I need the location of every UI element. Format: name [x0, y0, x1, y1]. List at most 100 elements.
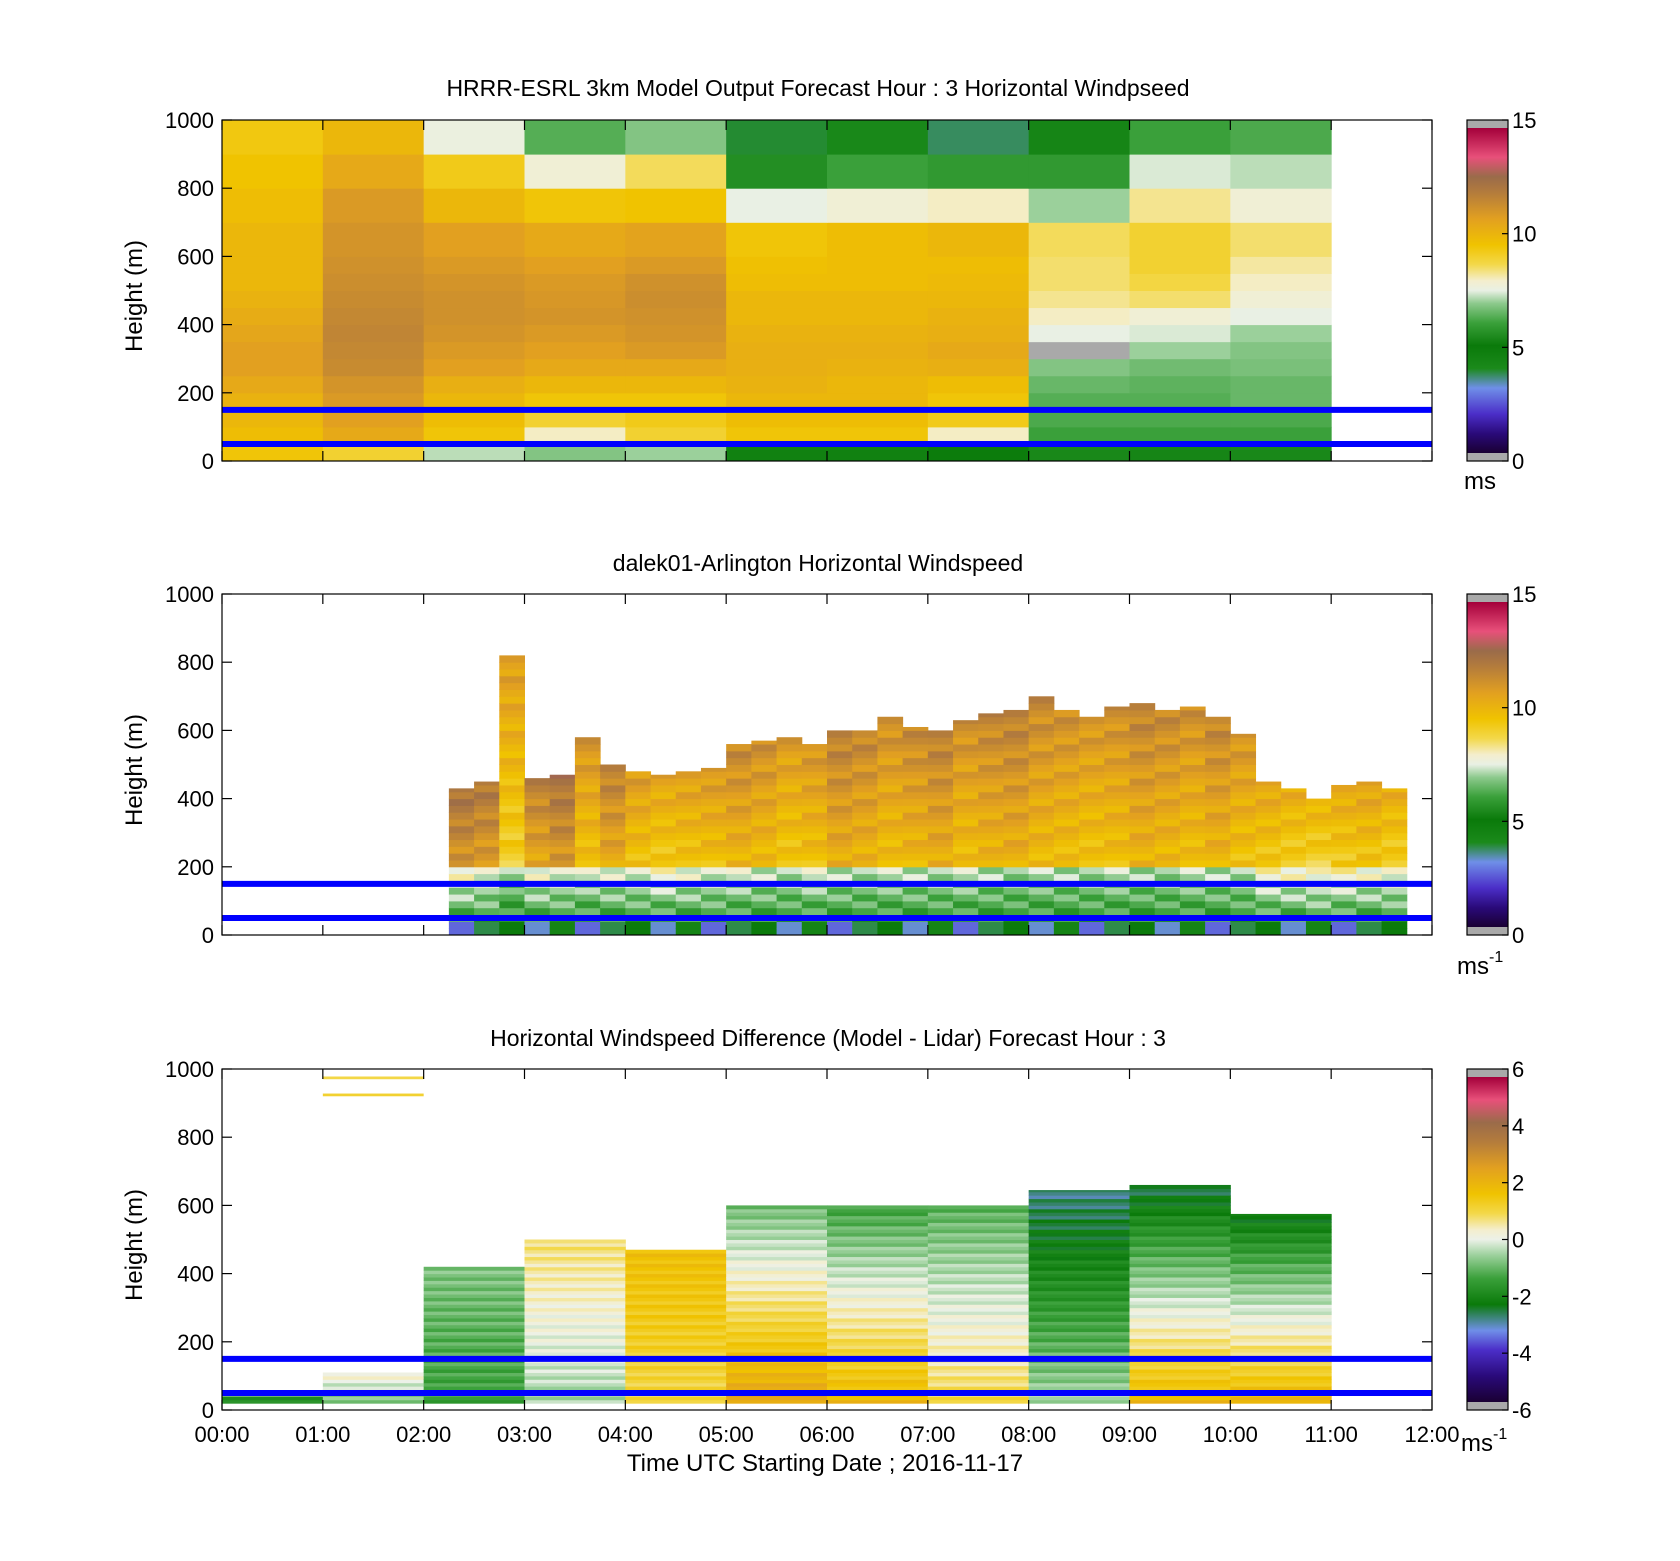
heatmap-cell — [1179, 784, 1206, 793]
heatmap-cell — [675, 784, 702, 793]
heatmap-cell — [423, 375, 525, 394]
heatmap-cell — [1053, 744, 1080, 752]
difference-x-ticks: 00:00 01:00 02:00 03:00 04:00 05:00 06:00 07:00… — [194, 1069, 1460, 1447]
heatmap-cell — [827, 1208, 929, 1213]
heatmap-cell — [423, 1362, 525, 1367]
y-tick-label: 600 — [177, 244, 214, 269]
heatmap-cell — [1053, 771, 1080, 779]
heatmap-cell — [1205, 853, 1231, 861]
heatmap-cell — [1381, 853, 1408, 861]
heatmap-cell — [1230, 1294, 1332, 1298]
heatmap-cell — [1255, 900, 1282, 909]
heatmap-cell — [1154, 709, 1181, 718]
heatmap-cell — [322, 1093, 424, 1097]
heatmap-cell — [625, 866, 652, 875]
heatmap-cell — [877, 839, 904, 847]
heatmap-cell — [1028, 426, 1130, 445]
heatmap-cell — [423, 1375, 525, 1380]
heatmap-cell — [726, 928, 752, 936]
heatmap-cell — [1230, 1375, 1332, 1380]
heatmap-cell — [1280, 805, 1307, 813]
heatmap-cell — [827, 443, 929, 462]
heatmap-cell — [1129, 921, 1156, 929]
heatmap-cell — [927, 1328, 1030, 1333]
heatmap-cell — [827, 839, 853, 847]
heatmap-cell — [877, 784, 904, 793]
heatmap-cell — [927, 859, 954, 868]
lidar-panel: dalek01-Arlington Horizontal Windspeed H… — [121, 550, 1536, 980]
heatmap-cell — [1053, 791, 1080, 800]
heatmap-cell — [726, 188, 828, 223]
heatmap-cell — [1205, 928, 1231, 936]
heatmap-cell — [524, 928, 551, 936]
heatmap-cell — [1230, 771, 1257, 779]
heatmap-cell — [524, 1294, 626, 1298]
heatmap-cell — [1305, 921, 1332, 929]
heatmap-cell — [953, 839, 979, 847]
heatmap-cell — [1028, 716, 1055, 725]
heatmap-cell — [1179, 846, 1206, 854]
heatmap-cell — [827, 866, 853, 875]
heatmap-cell — [1028, 443, 1130, 462]
heatmap-cell — [448, 825, 475, 834]
heatmap-cell — [1205, 744, 1231, 752]
heatmap-cell — [927, 1297, 1030, 1302]
heatmap-cell — [953, 771, 979, 779]
heatmap-cell — [726, 1399, 828, 1404]
heatmap-cell — [1079, 887, 1105, 895]
heatmap-cell — [322, 290, 425, 309]
heatmap-cell — [1230, 222, 1332, 257]
heatmap-cell — [726, 409, 828, 428]
heatmap-cell — [625, 832, 652, 841]
heatmap-cell — [1129, 1324, 1231, 1329]
heatmap-cell — [726, 1215, 828, 1220]
heatmap-cell — [877, 921, 904, 929]
heatmap-cell — [1129, 1341, 1231, 1346]
heatmap-cell — [1381, 832, 1408, 841]
heatmap-cell — [927, 1382, 1030, 1387]
heatmap-cell — [700, 894, 727, 902]
heatmap-cell — [322, 375, 425, 394]
heatmap-cell — [1028, 1362, 1130, 1367]
heatmap-cell — [1053, 894, 1080, 902]
heatmap-cell — [1331, 900, 1357, 909]
heatmap-cell — [1129, 1399, 1231, 1404]
heatmap-cell — [1205, 778, 1231, 786]
heatmap-cell — [650, 894, 677, 902]
heatmap-cell — [524, 846, 551, 854]
heatmap-cell — [902, 846, 929, 854]
heatmap-cell — [322, 222, 425, 257]
heatmap-cell — [902, 900, 929, 909]
heatmap-cell — [902, 784, 929, 793]
heatmap-cell — [726, 1277, 828, 1281]
heatmap-cell — [726, 771, 752, 779]
heatmap-cell — [1280, 788, 1307, 793]
heatmap-cell — [1331, 839, 1357, 847]
heatmap-cell — [902, 866, 929, 875]
heatmap-cell — [474, 784, 500, 793]
heatmap-cell — [801, 784, 828, 793]
heatmap-cell — [1230, 1229, 1332, 1234]
heatmap-cell — [902, 907, 929, 916]
y-tick-label: 200 — [177, 855, 214, 880]
heatmap-cell — [322, 307, 425, 326]
heatmap-cell — [827, 764, 853, 772]
heatmap-cell — [625, 784, 652, 793]
heatmap-cell — [801, 832, 828, 841]
heatmap-cell — [827, 1382, 929, 1387]
heatmap-cell — [726, 1259, 828, 1264]
heatmap-cell — [726, 1294, 828, 1298]
model-panel: HRRR-ESRL 3km Model Output Forecast Hour… — [121, 75, 1536, 495]
heatmap-cell — [499, 771, 525, 779]
heatmap-cell — [423, 1399, 525, 1404]
heatmap-cell — [625, 358, 727, 377]
heatmap-cell — [1205, 798, 1231, 806]
heatmap-cell — [927, 1372, 1030, 1377]
heatmap-cell — [524, 778, 551, 786]
heatmap-cell — [1028, 256, 1130, 274]
heatmap-cell — [524, 900, 551, 909]
heatmap-cell — [1079, 750, 1105, 759]
heatmap-cell — [1129, 1246, 1231, 1251]
y-tick-label: 800 — [177, 176, 214, 201]
heatmap-cell — [801, 853, 828, 861]
